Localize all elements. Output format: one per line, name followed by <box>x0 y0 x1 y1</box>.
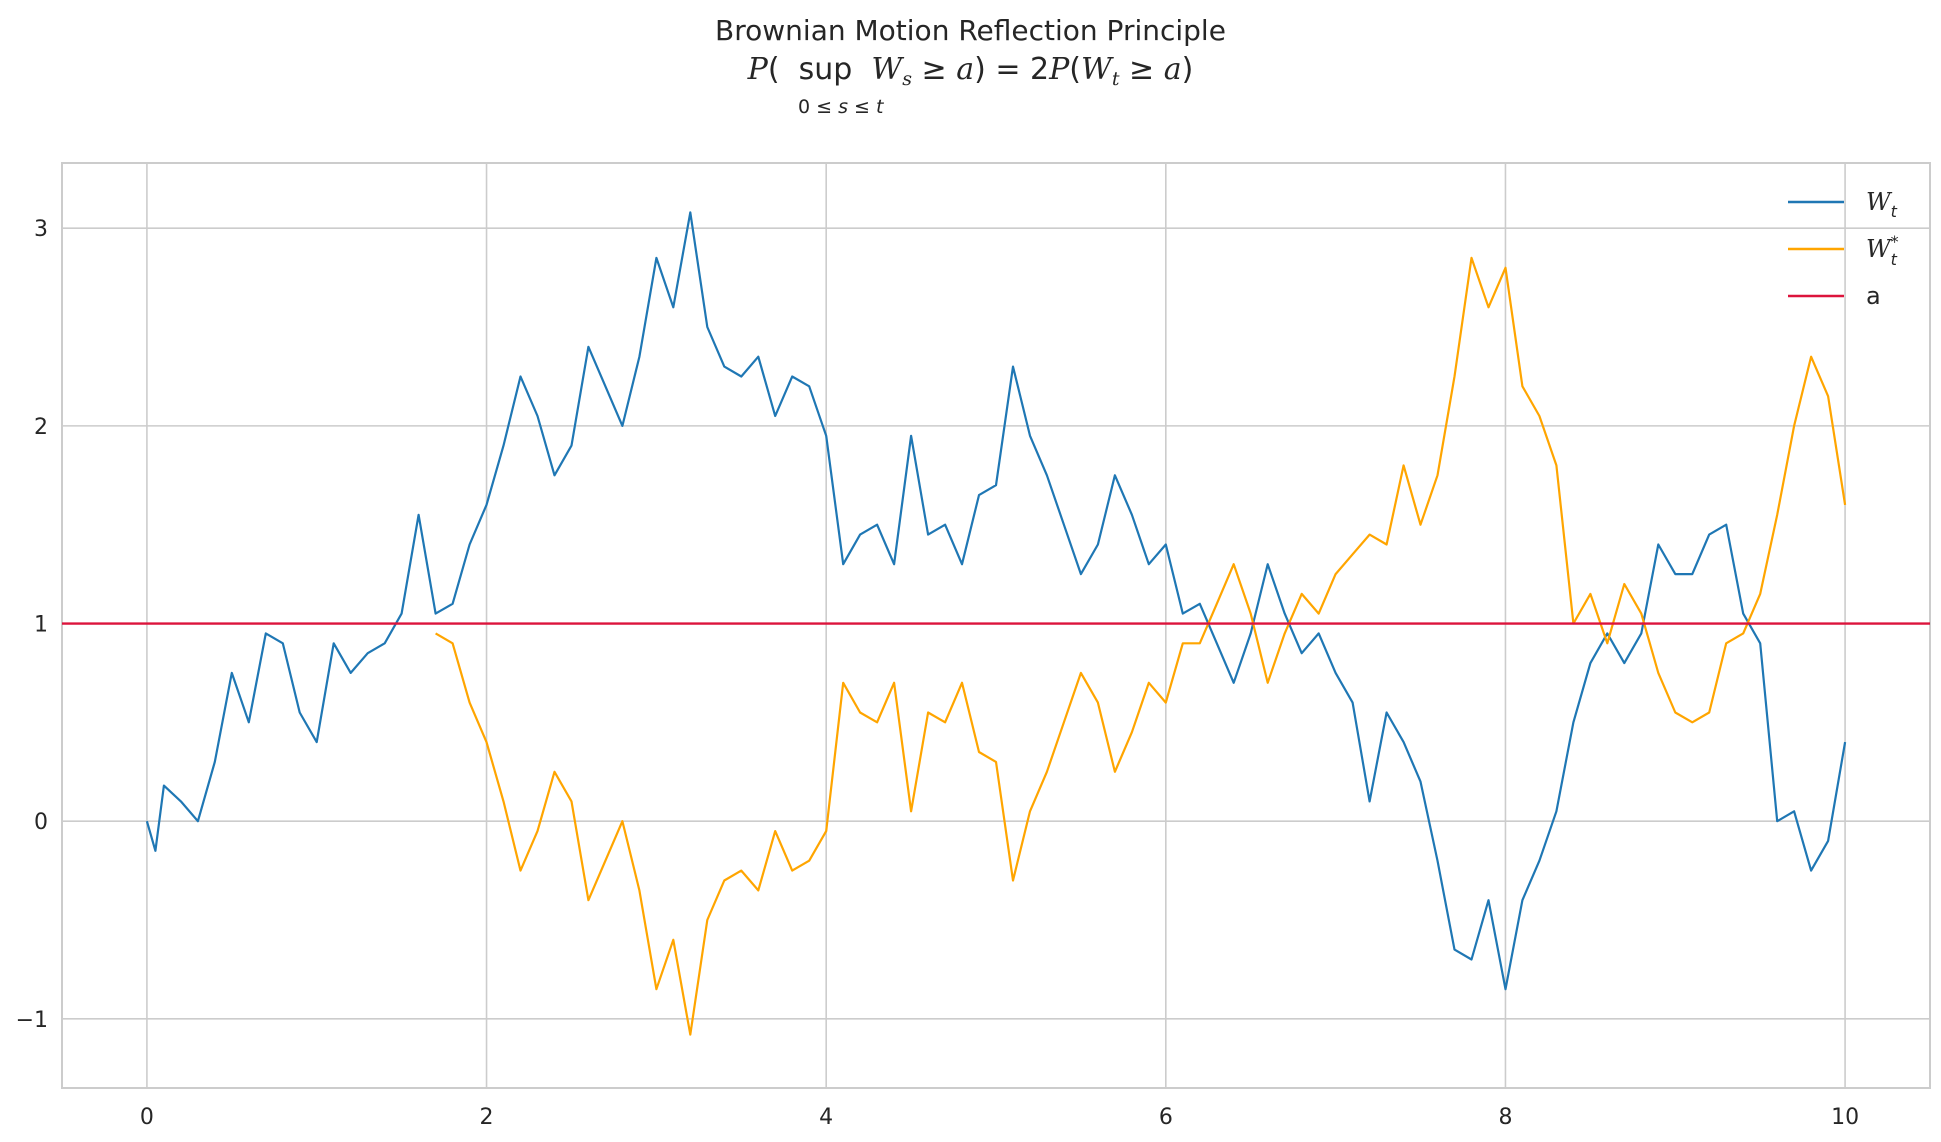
series-layer <box>62 211 1930 1036</box>
x-tick-label: 0 <box>140 1105 154 1130</box>
x-tick-label: 8 <box>1498 1105 1512 1130</box>
chart-subtitle-formula: P( sup Ws ≥ a) = 2P(Wt ≥ a) <box>747 52 1194 90</box>
legend-item-a-label: a <box>1866 282 1881 310</box>
x-tick-label: 10 <box>1831 1105 1859 1130</box>
x-tick-label: 2 <box>480 1105 494 1130</box>
legend-item-wt-star-label: W* t <box>1866 232 1899 269</box>
x-tick-label: 4 <box>819 1105 833 1130</box>
formula-subscript: 0 ≤ s ≤ t <box>798 96 884 118</box>
series-line-wt-star <box>435 256 1847 1036</box>
y-tick-label: 2 <box>34 415 48 440</box>
y-tick-label: 3 <box>34 217 48 242</box>
plot-area <box>61 162 1931 1089</box>
tick-labels: 0 2 4 6 8 10 −1 0 1 2 3 <box>16 217 1860 1130</box>
y-tick-label: 0 <box>34 810 48 835</box>
y-tick-label: −1 <box>16 1008 48 1033</box>
legend-item-wt-label: Wt <box>1866 188 1898 221</box>
series-line-wt <box>145 211 1847 991</box>
legend: Wt W* t a <box>1788 188 1899 310</box>
chart-title: Brownian Motion Reflection Principle <box>715 14 1226 47</box>
y-tick-label: 1 <box>34 613 48 638</box>
x-tick-label: 6 <box>1159 1105 1173 1130</box>
